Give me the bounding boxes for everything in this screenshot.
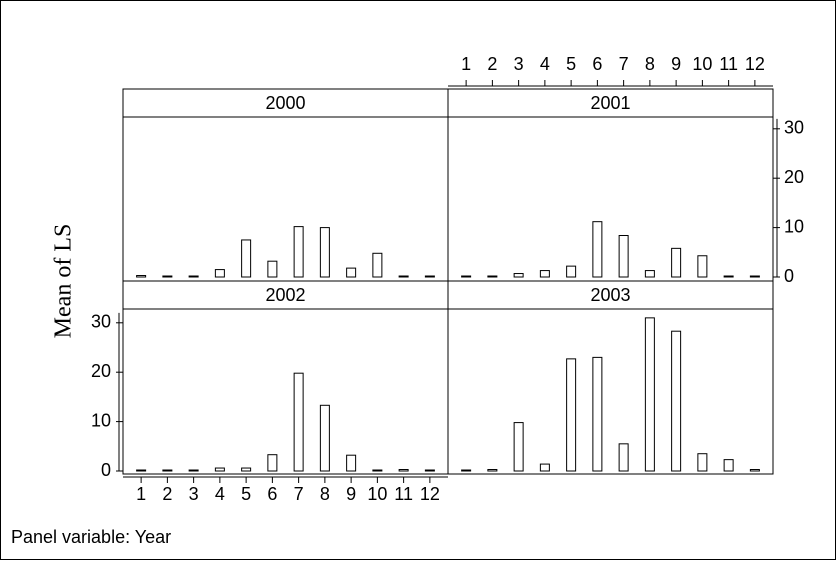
y-tick-label: 30 <box>91 312 111 332</box>
x-tick-label: 3 <box>514 54 524 74</box>
x-tick-label: 8 <box>320 484 330 504</box>
bar <box>697 255 708 278</box>
bar <box>566 265 577 278</box>
bar <box>293 226 304 278</box>
x-tick-label: 12 <box>745 54 765 74</box>
y-axis-label: Mean of LS <box>51 224 77 339</box>
bar <box>398 469 409 472</box>
bar <box>319 227 330 278</box>
panel-header <box>447 280 774 310</box>
bar <box>513 422 524 472</box>
bar <box>644 270 655 278</box>
x-tick-label: 2 <box>162 484 172 504</box>
panel-frame <box>122 88 449 282</box>
x-tick-label: 9 <box>671 54 681 74</box>
bar <box>267 454 278 472</box>
bar <box>188 469 199 472</box>
y-tick-label: 0 <box>101 460 111 480</box>
bar <box>346 267 357 278</box>
bar <box>424 469 435 472</box>
bar <box>618 235 629 278</box>
bar <box>319 404 330 472</box>
panel-title: 2000 <box>265 93 305 113</box>
panel-header <box>122 280 449 310</box>
x-tick-label: 2 <box>487 54 497 74</box>
y-tick-label: 0 <box>784 266 794 286</box>
bar <box>618 443 629 472</box>
x-tick-label: 10 <box>367 484 387 504</box>
bar <box>241 239 252 278</box>
bar <box>267 260 278 278</box>
bar <box>461 469 472 472</box>
y-tick-label: 10 <box>91 410 111 430</box>
bar <box>372 469 383 472</box>
bar <box>188 275 199 278</box>
x-tick-label: 12 <box>420 484 440 504</box>
panel-title: 2002 <box>265 285 305 305</box>
bar <box>424 275 435 278</box>
panel-frame <box>447 280 774 475</box>
bar <box>513 273 524 278</box>
y-tick-label: 30 <box>784 118 804 138</box>
bar <box>214 269 225 278</box>
x-tick-label: 7 <box>294 484 304 504</box>
y-tick-label: 20 <box>91 361 111 381</box>
y-tick-label: 10 <box>784 216 804 236</box>
bar <box>241 467 252 472</box>
bar <box>293 372 304 472</box>
bar <box>592 356 603 472</box>
x-tick-label: 7 <box>619 54 629 74</box>
bar <box>566 358 577 472</box>
x-tick-label: 5 <box>241 484 251 504</box>
panel-variable-note: Panel variable: Year <box>11 527 172 547</box>
x-tick-label: 10 <box>692 54 712 74</box>
bar <box>539 270 550 278</box>
bar <box>539 463 550 472</box>
panel-header <box>447 88 774 118</box>
x-tick-label: 11 <box>719 54 738 74</box>
x-tick-label: 8 <box>645 54 655 74</box>
bar <box>592 221 603 278</box>
x-tick-label: 4 <box>540 54 550 74</box>
bar <box>749 469 760 472</box>
panel-frame <box>122 280 449 475</box>
bar <box>162 469 173 472</box>
panel-title: 2001 <box>590 93 630 113</box>
x-tick-label: 9 <box>346 484 356 504</box>
y-tick-label: 20 <box>784 167 804 187</box>
bar <box>671 330 682 472</box>
x-tick-label: 1 <box>136 484 146 504</box>
bar <box>372 252 383 278</box>
bar <box>461 275 472 278</box>
bar <box>697 453 708 472</box>
bar <box>136 469 147 472</box>
bar <box>398 275 409 278</box>
bar <box>487 469 498 472</box>
bar <box>723 459 734 472</box>
bar <box>346 454 357 472</box>
x-tick-label: 3 <box>189 484 199 504</box>
x-tick-label: 1 <box>461 54 471 74</box>
bar <box>749 275 760 278</box>
bar <box>671 247 682 278</box>
x-tick-label: 4 <box>215 484 225 504</box>
x-tick-label: 5 <box>566 54 576 74</box>
bar <box>214 467 225 472</box>
x-tick-label: 6 <box>592 54 602 74</box>
panel-title: 2003 <box>590 285 630 305</box>
bar <box>162 275 173 278</box>
x-tick-label: 11 <box>394 484 413 504</box>
bar <box>136 275 147 278</box>
x-tick-label: 6 <box>267 484 277 504</box>
panel-frame <box>447 88 774 282</box>
bar <box>723 275 734 278</box>
bar <box>644 317 655 472</box>
panel-header <box>122 88 449 118</box>
bar <box>487 275 498 278</box>
